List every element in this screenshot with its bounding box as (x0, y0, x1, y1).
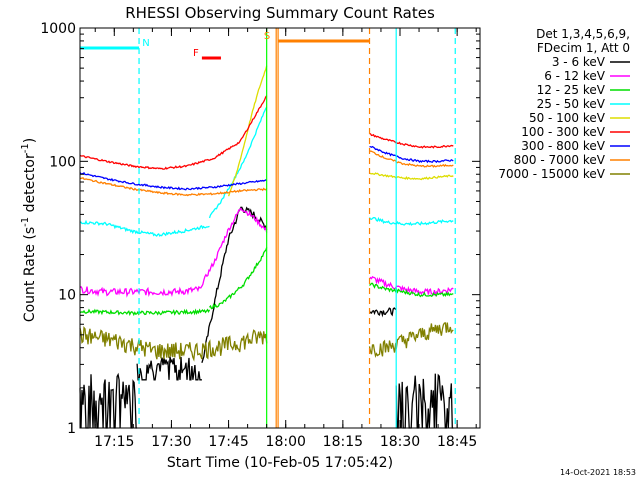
series-line-7-segment-1 (79, 172, 268, 191)
series-line-3-segment-3 (369, 282, 454, 298)
y-axis-label-mid: detector (22, 153, 38, 217)
legend-label-3: 12 - 25 keV (537, 83, 606, 97)
flag-label-n: N (142, 38, 149, 49)
x-tick-label-5: 18:15 (323, 434, 363, 450)
legend: Det 1,3,4,5,6,9,FDecim 1, Att 03 - 6 keV… (498, 27, 630, 181)
flag-label-f: F (193, 48, 199, 59)
chart-title: RHESSI Observing Summary Count Rates (125, 4, 435, 22)
flag-label-s: S (264, 31, 270, 42)
x-tick-label-7: 18:45 (437, 434, 477, 450)
series-line-4-segment-2 (208, 106, 268, 219)
series-line-4-segment-1 (80, 219, 210, 237)
y-tick-label-3: 100 (49, 154, 76, 170)
y-axis-label-end: ) (22, 138, 38, 143)
series-line-2-segment-3 (368, 275, 454, 297)
y-axis-label-sup1: -1 (20, 217, 31, 227)
y-tick-label-1: 1 (67, 421, 76, 437)
series-line-5-segment-1 (227, 65, 268, 197)
series-line-5-segment-2 (369, 172, 454, 181)
series-line-2-segment-2 (201, 207, 268, 287)
legend-label-5: 50 - 100 keV (529, 111, 606, 125)
series-line-7-segment-2 (369, 145, 454, 164)
legend-label-2: 6 - 12 keV (544, 69, 606, 83)
series-line-1-segment-3 (201, 206, 268, 363)
legend-label-1: 3 - 6 keV (552, 55, 606, 69)
x-axis-label: Start Time (10-Feb-05 17:05:42) (167, 455, 393, 471)
series-line-6-segment-2 (369, 132, 454, 149)
series-line-1-segment-1 (79, 372, 138, 429)
legend-header-2: FDecim 1, Att 0 (537, 41, 630, 55)
series-line-2-segment-1 (79, 285, 203, 298)
series-line-1-segment-5 (395, 373, 454, 429)
plot-area: N F S (79, 28, 456, 429)
x-tick-label-2: 17:30 (151, 434, 191, 450)
series-line-6-segment-1 (79, 95, 268, 170)
x-tick-label-4: 18:00 (266, 434, 306, 450)
series-line-1-segment-4 (368, 307, 397, 318)
axes: 1 10 100 1000 17:15 17:30 17:45 18:00 18:15 18:30… (40, 21, 481, 450)
series-line-8-segment-1 (79, 177, 268, 197)
series-line-9-segment-2 (368, 322, 454, 359)
legend-header-1: Det 1,3,4,5,6,9, (536, 27, 630, 41)
legend-label-8: 800 - 7000 keV (514, 153, 606, 167)
legend-label-4: 25 - 50 keV (537, 97, 606, 111)
series-line-4-segment-3 (368, 216, 454, 226)
x-tick-label-6: 18:30 (380, 434, 420, 450)
series-line-3-segment-1 (79, 308, 211, 317)
legend-label-9: 7000 - 15000 keV (498, 167, 605, 181)
series-line-3-segment-2 (209, 247, 268, 310)
series-line-8-segment-2 (369, 150, 454, 168)
legend-label-7: 300 - 800 keV (521, 139, 605, 153)
x-tick-label-3: 17:45 (208, 434, 248, 450)
plot-frame (79, 27, 481, 429)
series-line-9-segment-1 (79, 326, 268, 362)
y-axis-label-main: Count Rate (s (22, 227, 38, 322)
legend-label-6: 100 - 300 keV (521, 125, 605, 139)
generated-timestamp: 14-Oct-2021 18:53 (560, 468, 636, 477)
x-tick-label-1: 17:15 (94, 434, 134, 450)
series-line-1-segment-2 (136, 356, 202, 381)
y-axis-label-sup2: -1 (20, 143, 31, 153)
y-tick-label-2: 10 (58, 288, 76, 304)
y-axis-label: Count Rate (s-1 detector-1) (20, 138, 38, 322)
y-tick-label-4: 1000 (40, 21, 76, 37)
